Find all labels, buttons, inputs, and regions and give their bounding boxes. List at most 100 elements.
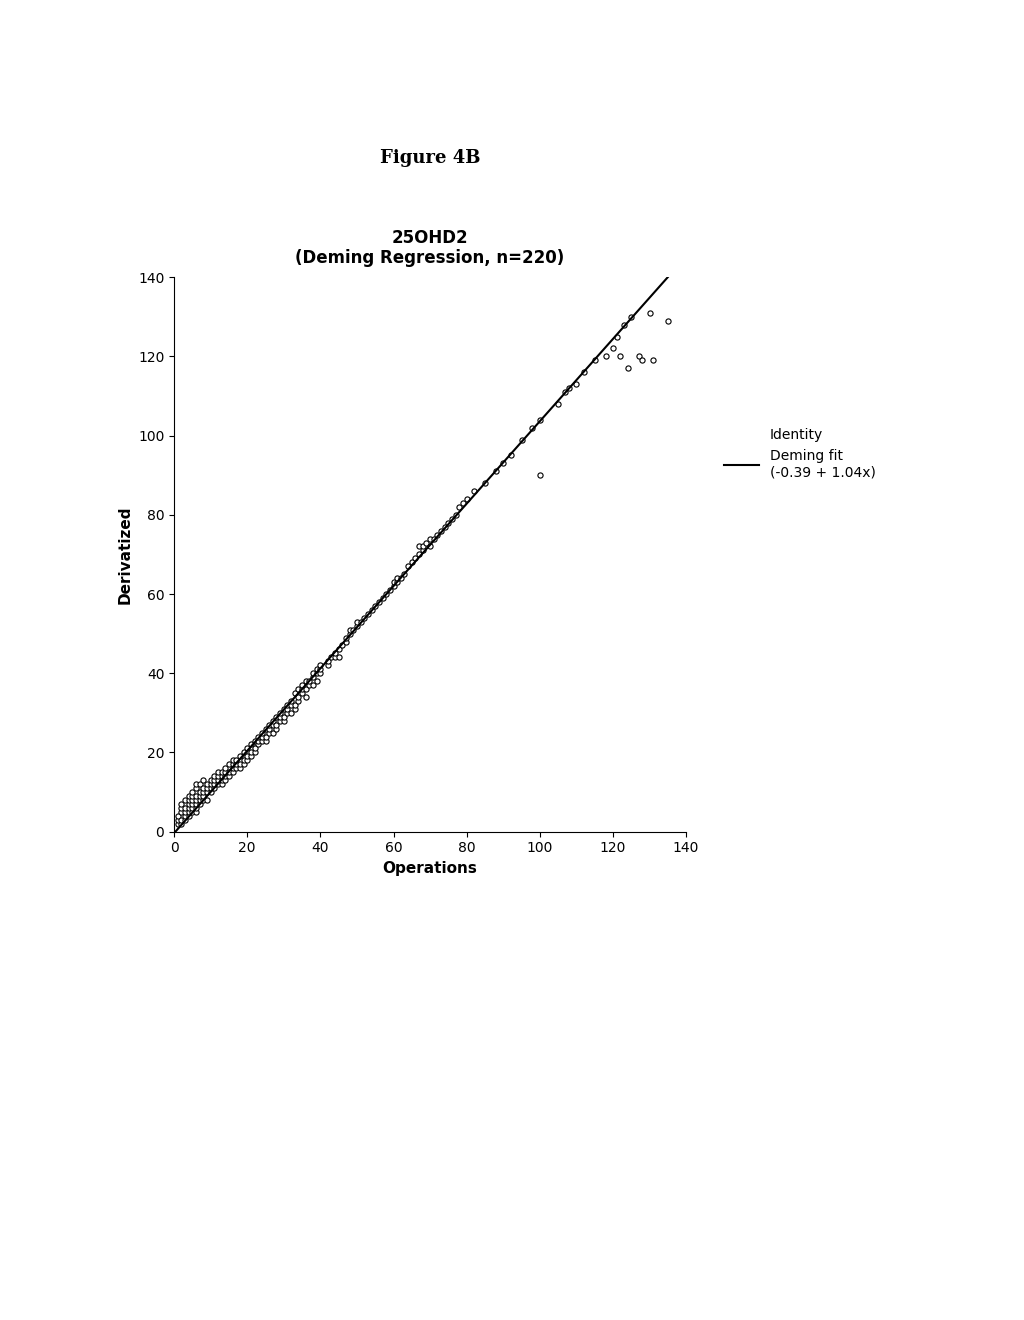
Point xyxy=(228,750,245,771)
Point xyxy=(199,789,215,810)
Point xyxy=(231,754,248,775)
Point xyxy=(305,667,322,688)
Point xyxy=(283,694,299,715)
Point xyxy=(243,734,259,755)
Point xyxy=(187,774,204,795)
Point xyxy=(487,461,504,482)
Point xyxy=(173,793,189,814)
Point xyxy=(287,694,303,715)
Point xyxy=(213,762,229,783)
Point xyxy=(213,770,229,791)
Point xyxy=(206,770,222,791)
Point xyxy=(254,730,270,751)
Point xyxy=(184,785,201,807)
Point xyxy=(422,528,438,549)
Point xyxy=(324,647,340,668)
Point xyxy=(275,706,292,727)
Point xyxy=(210,770,226,791)
Point xyxy=(389,572,406,593)
Point xyxy=(371,591,387,612)
Point xyxy=(224,754,241,775)
Point xyxy=(280,694,296,715)
Point xyxy=(429,524,445,545)
Point xyxy=(294,678,310,700)
Point xyxy=(191,774,208,795)
Point xyxy=(305,663,322,684)
Point xyxy=(331,647,347,668)
Point xyxy=(173,813,189,834)
Point xyxy=(524,417,541,438)
Point xyxy=(213,766,229,787)
Point xyxy=(415,536,431,557)
Point xyxy=(349,615,366,636)
Point xyxy=(301,675,317,696)
Point xyxy=(203,770,219,791)
Point xyxy=(287,698,303,719)
Point xyxy=(187,789,204,810)
Point xyxy=(298,678,314,700)
Point xyxy=(173,797,189,818)
Point xyxy=(645,350,662,371)
Point xyxy=(411,544,427,565)
Point xyxy=(210,766,226,787)
Point xyxy=(247,730,263,751)
Point xyxy=(367,595,383,616)
Point xyxy=(196,785,212,807)
Point xyxy=(287,682,303,704)
Point xyxy=(338,631,354,652)
Point xyxy=(170,809,186,830)
Point xyxy=(228,754,245,775)
Point xyxy=(612,346,629,367)
Point xyxy=(349,611,366,632)
Point xyxy=(221,766,238,787)
Point xyxy=(257,730,273,751)
Point xyxy=(433,520,450,541)
Point xyxy=(180,789,197,810)
Point xyxy=(217,766,233,787)
Point xyxy=(275,698,292,719)
Point xyxy=(341,623,357,644)
Point xyxy=(352,611,369,632)
X-axis label: Operations: Operations xyxy=(383,861,477,876)
Point xyxy=(250,734,266,755)
Point xyxy=(385,576,401,597)
Point xyxy=(408,548,424,569)
Point xyxy=(440,512,457,533)
Point xyxy=(550,393,566,414)
Point xyxy=(217,762,233,783)
Text: Figure 4B: Figure 4B xyxy=(380,149,480,168)
Point xyxy=(531,465,548,486)
Point xyxy=(623,306,639,327)
Point xyxy=(403,552,420,573)
Point xyxy=(308,663,325,684)
Point xyxy=(203,777,219,799)
Point xyxy=(382,579,398,601)
Point xyxy=(247,742,263,763)
Point xyxy=(191,793,208,814)
Point xyxy=(206,766,222,787)
Point xyxy=(170,805,186,826)
Point xyxy=(243,746,259,767)
Point xyxy=(231,758,248,779)
Point xyxy=(327,647,343,668)
Point xyxy=(290,686,306,708)
Point xyxy=(312,655,329,676)
Point xyxy=(236,750,252,771)
Point xyxy=(459,488,475,510)
Point xyxy=(443,508,460,529)
Point xyxy=(196,781,212,803)
Point xyxy=(301,671,317,692)
Point xyxy=(268,714,285,735)
Point xyxy=(557,381,573,403)
Point xyxy=(247,738,263,759)
Point xyxy=(257,718,273,739)
Point xyxy=(203,781,219,803)
Point xyxy=(184,789,201,810)
Point xyxy=(184,797,201,818)
Point xyxy=(254,726,270,747)
Point xyxy=(257,726,273,747)
Point xyxy=(221,762,238,783)
Point xyxy=(196,770,212,791)
Point xyxy=(575,362,592,383)
Point xyxy=(615,314,632,335)
